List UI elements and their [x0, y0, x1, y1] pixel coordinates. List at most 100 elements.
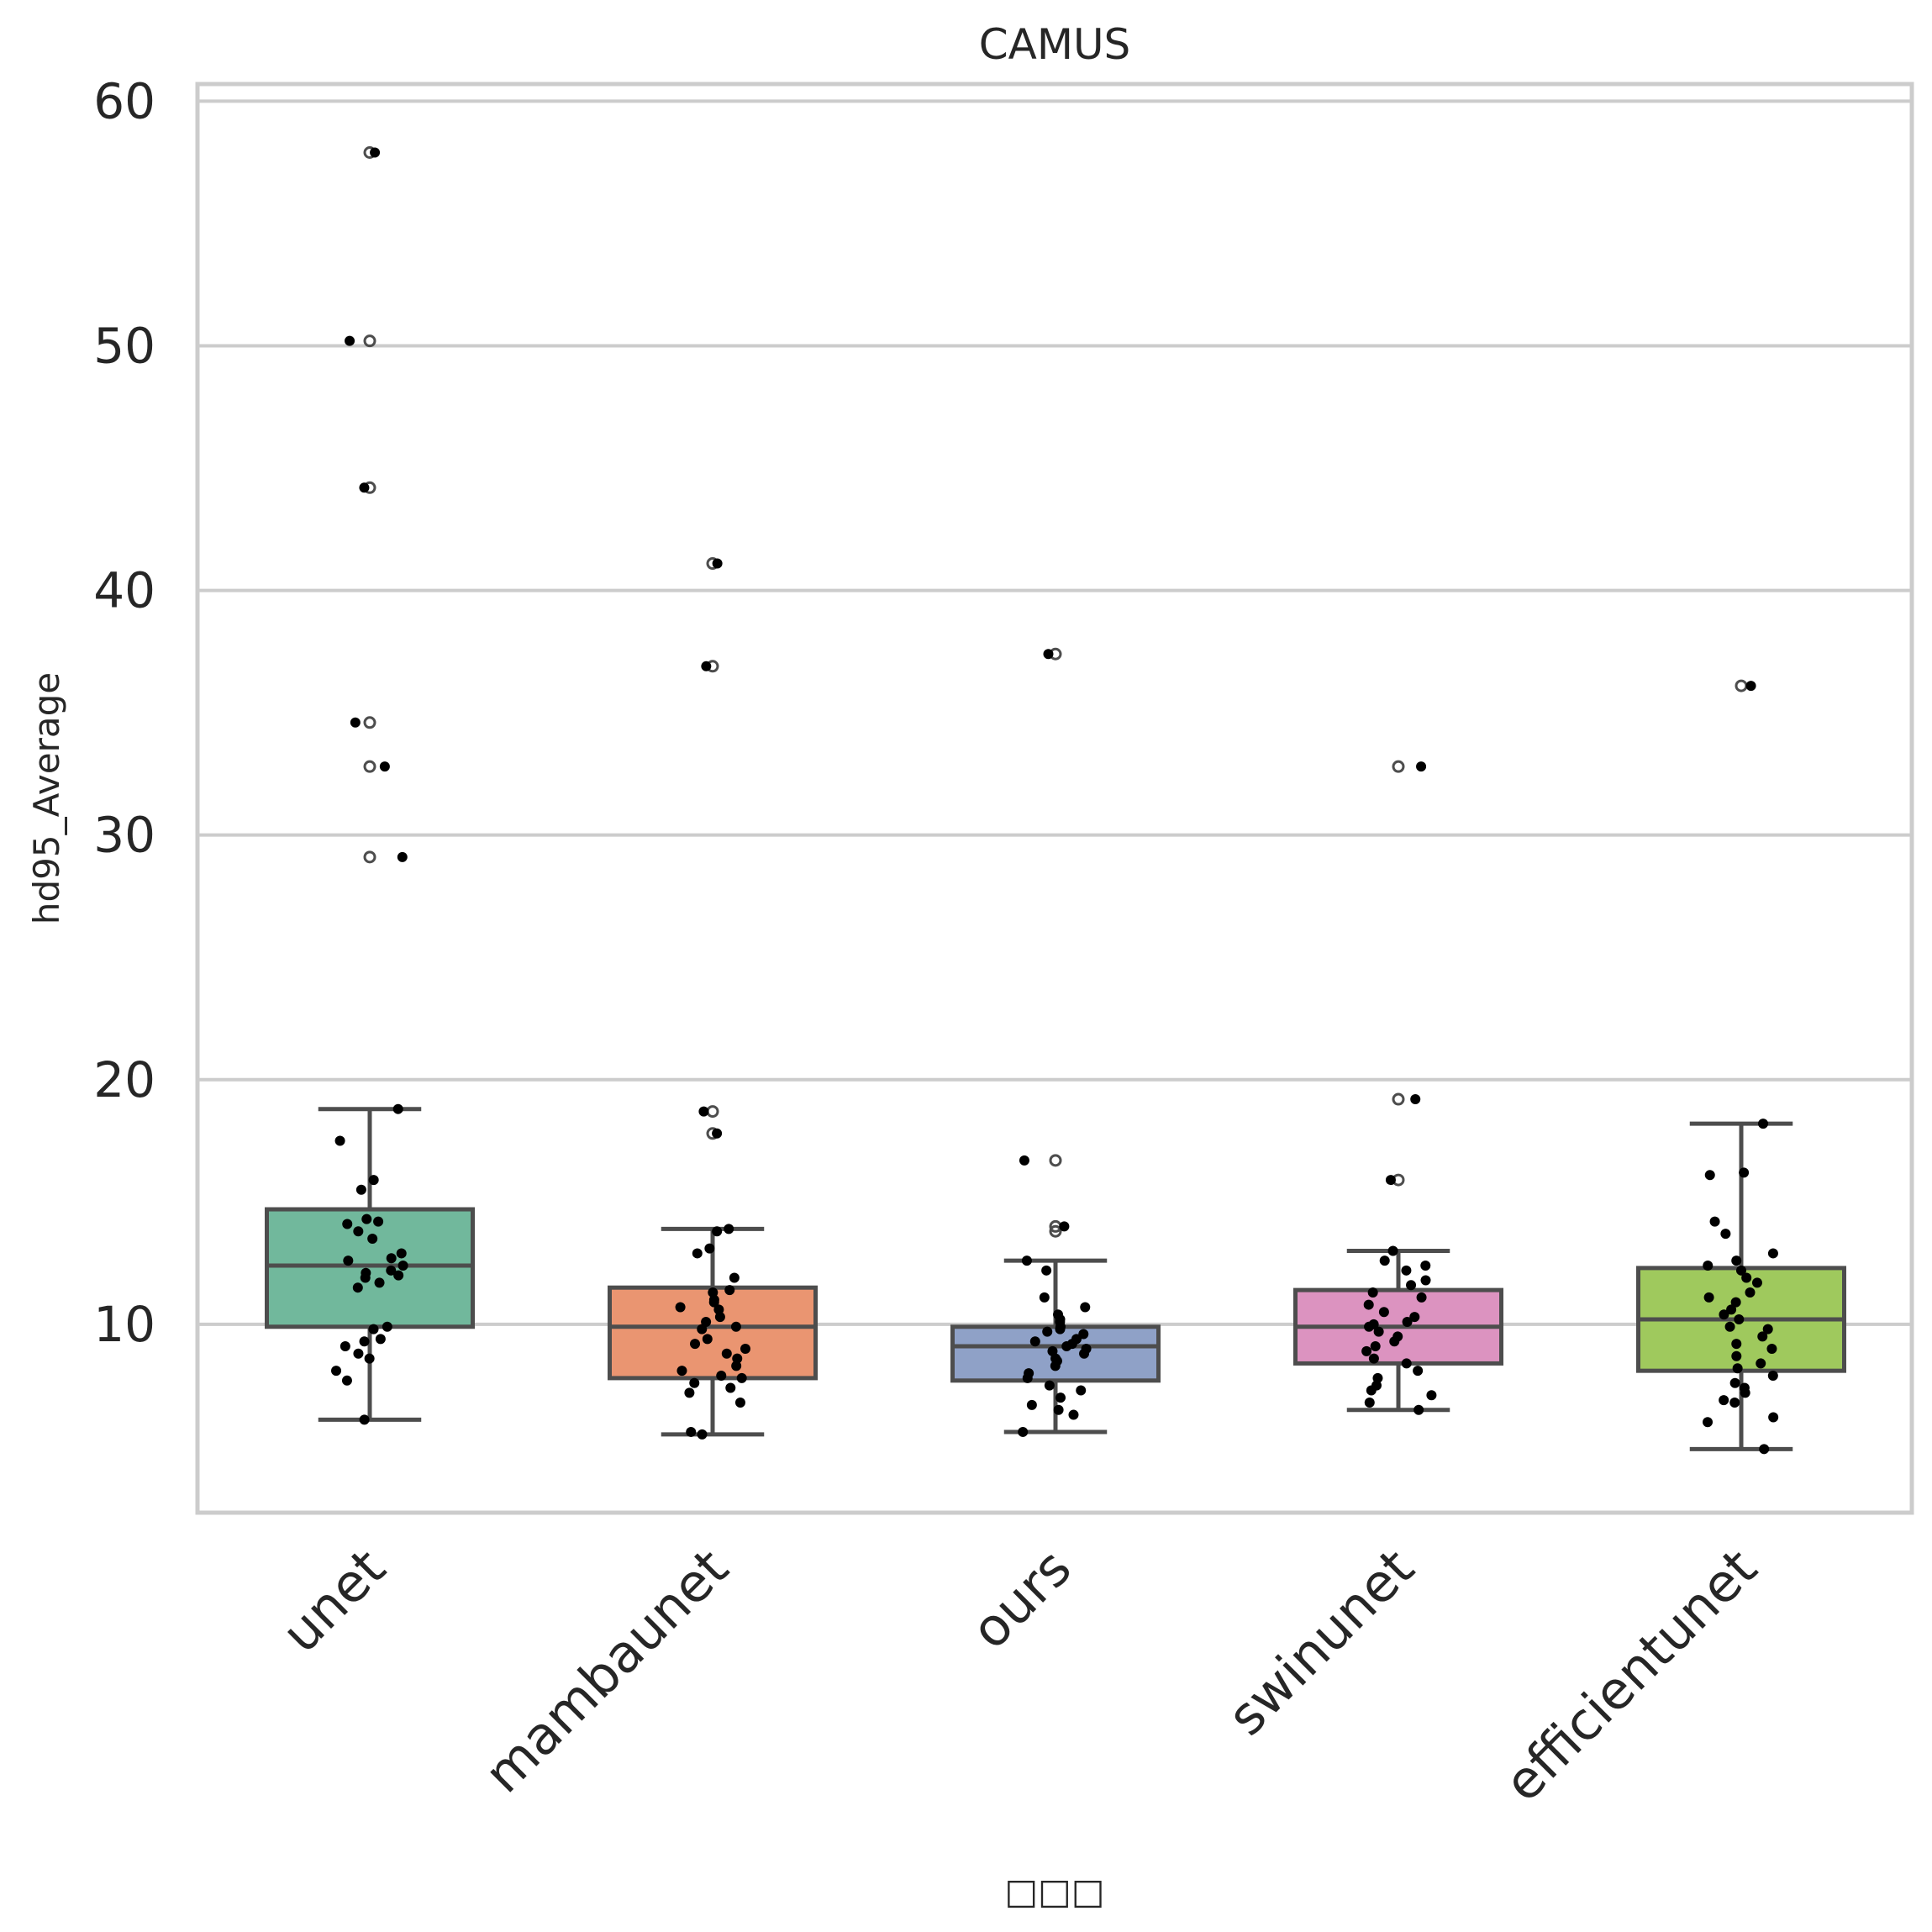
strip-point — [1413, 1404, 1424, 1415]
y-tick-40: 40 — [93, 562, 155, 619]
strip-point — [1704, 1170, 1715, 1181]
strip-point — [721, 1348, 732, 1359]
y-tick-10: 10 — [93, 1296, 155, 1353]
strip-point — [704, 1243, 715, 1254]
strip-point — [1053, 1404, 1064, 1415]
strip-point — [1762, 1324, 1773, 1335]
strip-point — [352, 1282, 363, 1293]
strip-point — [1059, 1221, 1070, 1232]
strip-point — [1416, 1292, 1427, 1303]
strip-point — [1373, 1326, 1384, 1337]
strip-point — [1703, 1417, 1714, 1428]
strip-point — [1080, 1302, 1091, 1313]
strip-point — [686, 1426, 697, 1437]
strip-point — [1019, 1155, 1029, 1166]
strip-point — [1401, 1358, 1412, 1369]
strip-point — [1042, 1326, 1053, 1337]
strip-point — [1387, 1245, 1398, 1256]
outlier-marker — [1392, 1092, 1405, 1106]
strip-point — [1370, 1341, 1381, 1352]
strip-point — [370, 147, 381, 158]
strip-point — [1703, 1292, 1714, 1303]
outlier-marker — [1049, 1154, 1062, 1167]
strip-point — [334, 1135, 345, 1146]
outlier-marker — [363, 716, 376, 729]
strip-point — [1767, 1248, 1778, 1259]
strip-point — [374, 1277, 385, 1288]
strip-point — [1759, 1444, 1770, 1455]
strip-point — [1361, 1345, 1372, 1356]
strip-point — [714, 1312, 725, 1323]
strip-point — [1739, 1167, 1750, 1178]
strip-point — [382, 1321, 392, 1332]
strip-point — [397, 1260, 408, 1271]
strip-point — [368, 1324, 379, 1335]
strip-point — [1719, 1309, 1729, 1320]
strip-point — [331, 1366, 342, 1377]
strip-point — [1726, 1304, 1737, 1315]
x-tick-swinunet: swinunet — [1216, 1537, 1426, 1747]
strip-point — [1410, 1094, 1421, 1105]
strip-point — [1041, 1265, 1052, 1276]
strip-point — [1029, 1336, 1040, 1347]
strip-point — [675, 1302, 686, 1313]
strip-point — [1061, 1341, 1072, 1352]
x-tick-efficientunet: efficientunet — [1492, 1537, 1769, 1814]
strip-point — [359, 1336, 370, 1347]
outlier-marker — [363, 850, 376, 864]
strip-point — [1378, 1307, 1389, 1318]
strip-point — [1729, 1377, 1740, 1388]
strip-point — [379, 761, 390, 772]
strip-point — [1076, 1385, 1087, 1396]
strip-point — [1731, 1256, 1742, 1266]
strip-point — [1021, 1256, 1032, 1266]
strip-point — [1364, 1321, 1375, 1332]
strip-point — [353, 1226, 364, 1237]
box-efficientunet — [1636, 679, 1846, 1451]
strip-point — [343, 1256, 354, 1266]
strip-point — [359, 482, 370, 493]
strip-point — [1068, 1409, 1079, 1420]
strip-point — [345, 335, 355, 346]
strip-point — [690, 1339, 701, 1350]
strip-point — [342, 1219, 353, 1229]
strip-point — [1416, 761, 1427, 772]
strip-point — [355, 1184, 366, 1195]
strip-point — [676, 1366, 687, 1377]
strip-points — [331, 147, 1779, 1455]
strip-point — [1745, 1287, 1756, 1298]
y-tick-30: 30 — [93, 807, 155, 864]
strip-point — [684, 1387, 695, 1398]
strip-point — [689, 1377, 700, 1388]
strip-point — [1364, 1398, 1375, 1408]
strip-point — [340, 1341, 350, 1352]
strip-point — [1389, 1336, 1400, 1347]
strip-point — [740, 1343, 750, 1354]
strip-point — [1379, 1256, 1390, 1266]
strip-point — [1420, 1275, 1431, 1286]
strip-point — [1078, 1329, 1089, 1340]
strip-point — [708, 1297, 719, 1308]
strip-point — [697, 1429, 708, 1440]
strip-point — [1426, 1390, 1437, 1401]
strip-point — [1055, 1324, 1066, 1335]
strip-point — [730, 1321, 741, 1332]
strip-point — [712, 1226, 723, 1237]
strip-point — [361, 1213, 372, 1224]
strip-point — [736, 1372, 747, 1383]
strip-point — [732, 1353, 743, 1364]
strip-point — [1768, 1412, 1779, 1423]
chart-title: CAMUS — [979, 20, 1131, 69]
strip-point — [1043, 649, 1054, 660]
outlier-marker — [1392, 760, 1405, 773]
strip-point — [1732, 1363, 1743, 1374]
strip-point — [1044, 1380, 1055, 1391]
y-tick-50: 50 — [93, 317, 155, 374]
strip-point — [1420, 1260, 1431, 1271]
strip-point — [1368, 1353, 1379, 1364]
plot-frame — [195, 82, 1914, 1515]
strip-point — [1731, 1339, 1742, 1350]
box-unet — [265, 146, 475, 1422]
strip-point — [373, 1216, 384, 1227]
strip-point — [734, 1398, 745, 1408]
